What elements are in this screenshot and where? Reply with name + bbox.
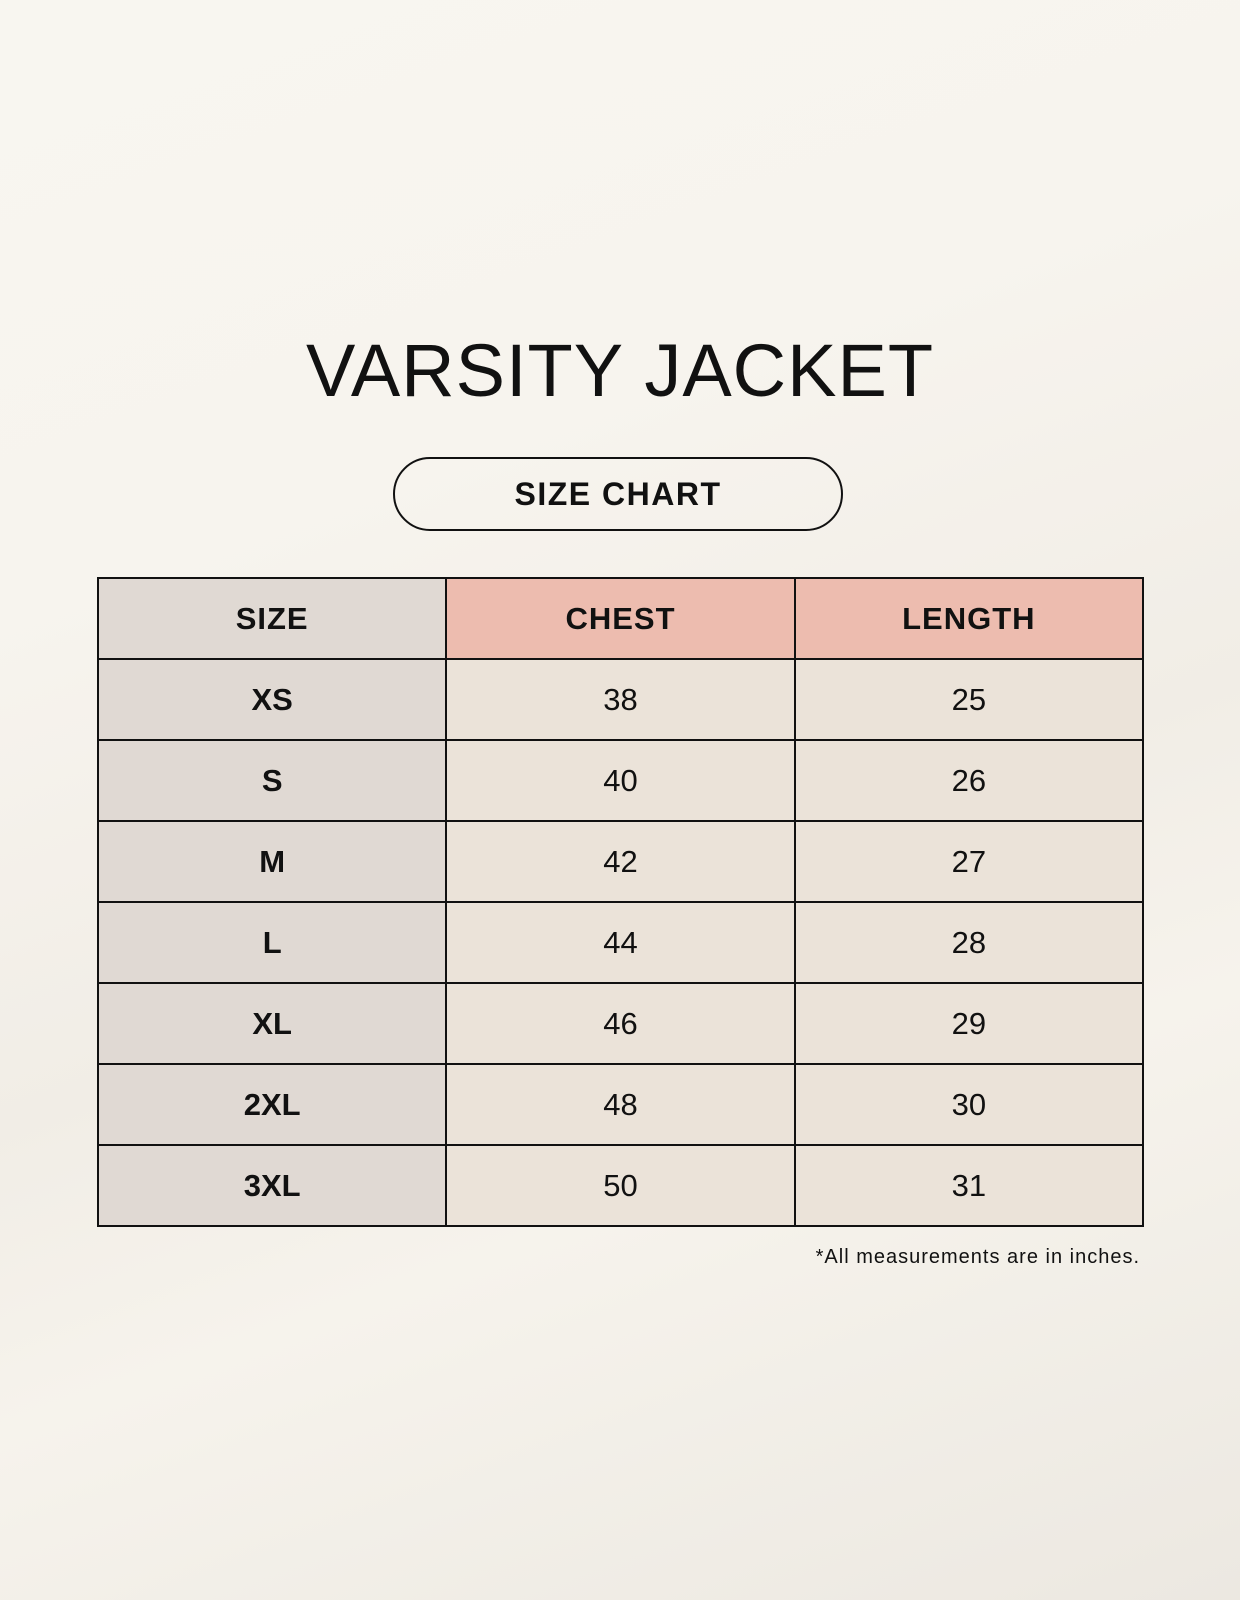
cell-chest: 46 <box>445 982 796 1065</box>
table-row: XL 46 29 <box>96 982 1145 1065</box>
table-row: 2XL 48 30 <box>96 1063 1145 1146</box>
cell-length: 25 <box>793 658 1145 741</box>
cell-size: 3XL <box>96 1144 448 1227</box>
cell-length: 28 <box>793 901 1145 984</box>
cell-chest: 50 <box>445 1144 796 1227</box>
cell-chest: 40 <box>445 739 796 822</box>
table-row: L 44 28 <box>96 901 1145 984</box>
cell-length: 31 <box>793 1144 1145 1227</box>
cell-size: XL <box>96 982 448 1065</box>
cell-chest: 48 <box>445 1063 796 1146</box>
table-header-row: SIZE CHEST LENGTH <box>96 577 1145 660</box>
table-row: S 40 26 <box>96 739 1145 822</box>
cell-chest: 42 <box>445 820 796 903</box>
cell-size: L <box>96 901 448 984</box>
cell-size: S <box>96 739 448 822</box>
header-size: SIZE <box>96 577 448 660</box>
table-row: M 42 27 <box>96 820 1145 903</box>
cell-size: XS <box>96 658 448 741</box>
page-title: VARSITY JACKET <box>305 329 935 412</box>
footnote: *All measurements are in inches. <box>815 1246 1140 1268</box>
cell-length: 29 <box>793 982 1145 1065</box>
size-chart-badge: SIZE CHART <box>393 457 843 531</box>
cell-chest: 44 <box>445 901 796 984</box>
cell-length: 27 <box>793 820 1145 903</box>
header-chest: CHEST <box>445 577 796 660</box>
cell-size: M <box>96 820 448 903</box>
cell-size: 2XL <box>96 1063 448 1146</box>
table-row: XS 38 25 <box>96 658 1145 741</box>
header-length: LENGTH <box>793 577 1145 660</box>
table-row: 3XL 50 31 <box>96 1144 1145 1227</box>
cell-chest: 38 <box>445 658 796 741</box>
size-table: SIZE CHEST LENGTH XS 38 25 S 40 26 M 42 27 L 44 28 X… <box>96 577 1145 1227</box>
cell-length: 30 <box>793 1063 1145 1146</box>
cell-length: 26 <box>793 739 1145 822</box>
